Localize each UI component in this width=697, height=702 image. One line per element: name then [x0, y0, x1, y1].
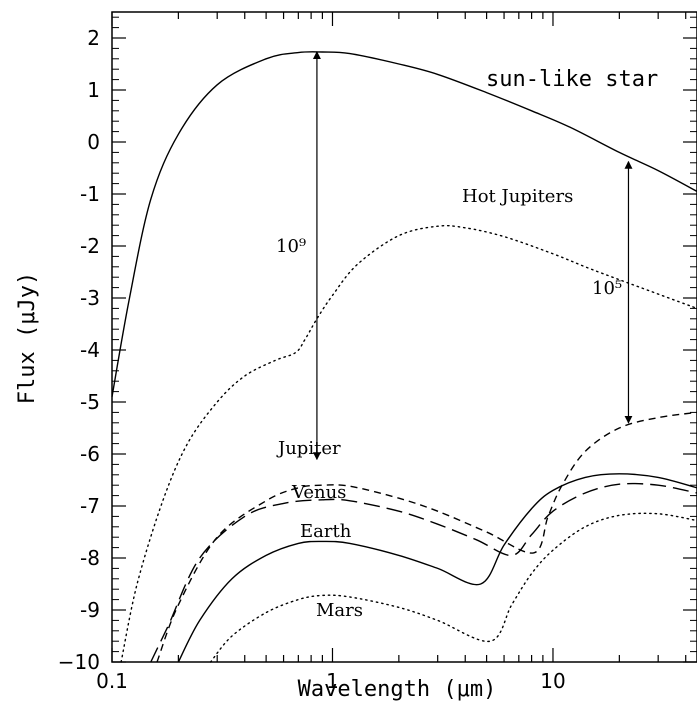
- y-tick-label: 0: [87, 130, 100, 154]
- label-mars: Mars: [316, 600, 363, 621]
- y-tick-label: -6: [80, 442, 100, 466]
- ratio-label-1e9: 10⁹: [276, 236, 306, 257]
- y-tick-label: -4: [80, 338, 100, 362]
- x-axis-title: Wavelength (μm): [298, 677, 497, 702]
- y-tick-label: 2: [87, 26, 100, 50]
- y-tick-label: -1: [80, 182, 100, 206]
- label-sun-like-star: sun-like star: [486, 67, 658, 92]
- label-jupiter: Jupiter: [276, 438, 341, 459]
- y-tick-label: -7: [80, 494, 100, 518]
- y-tick-label: -8: [80, 546, 100, 570]
- y-tick-label: -9: [80, 598, 100, 622]
- y-tick-label: 1: [87, 78, 100, 102]
- y-axis-title: Flux (μJy): [15, 272, 40, 404]
- series-earth: [177, 473, 697, 663]
- x-tick-label: 0.1: [96, 669, 128, 693]
- y-tick-label: -5: [80, 390, 100, 414]
- y-tick-label: -3: [80, 286, 100, 310]
- series-venus: [150, 482, 697, 663]
- series-sun-like-star: [111, 51, 697, 397]
- x-tick-label: 10: [540, 669, 565, 693]
- series-jupiter: [156, 411, 697, 663]
- ratio-label-1e5: 10⁵: [592, 278, 622, 299]
- y-tick-label: -2: [80, 234, 100, 258]
- label-hot-jupiters: Hot Jupiters: [462, 186, 573, 207]
- y-tick-label: −10: [58, 650, 100, 674]
- plot-frame: [111, 11, 697, 663]
- series-hot-jupiters: [120, 224, 697, 663]
- x-tick-label: 1: [326, 669, 339, 693]
- series-mars: [209, 512, 697, 663]
- label-venus: Venus: [291, 482, 346, 503]
- label-earth: Earth: [300, 521, 352, 542]
